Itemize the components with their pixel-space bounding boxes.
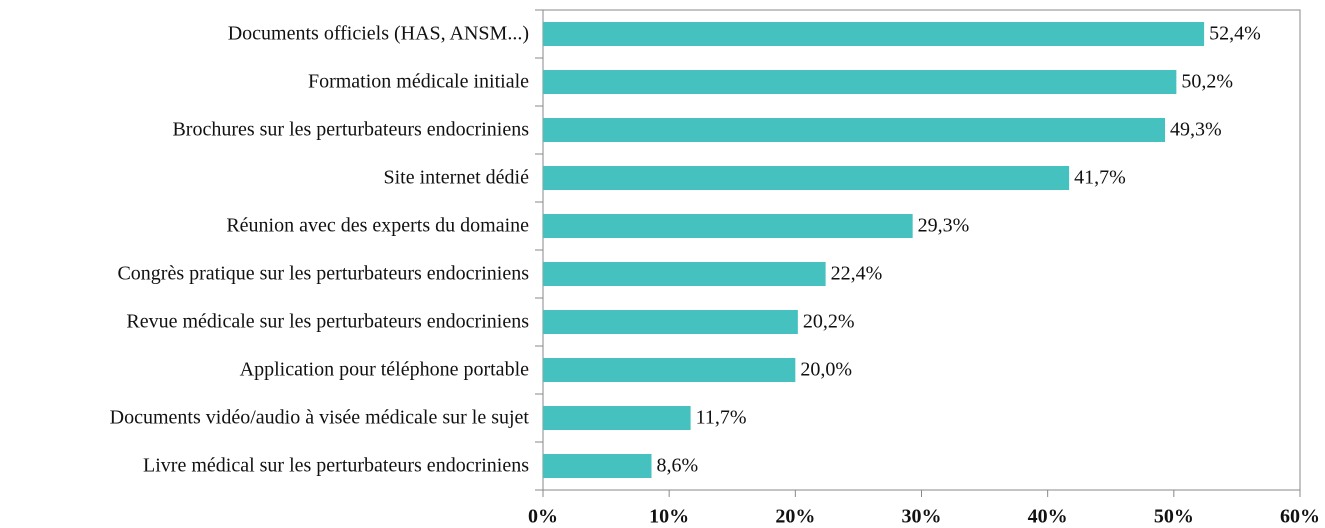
value-label: 49,3%: [1170, 119, 1222, 141]
y-tick-label: Documents officiels (HAS, ANSM...): [228, 23, 529, 45]
y-tick-label: Réunion avec des experts du domaine: [226, 215, 529, 237]
x-tick-label: 50%: [1154, 506, 1194, 528]
y-tick-label: Revue médicale sur les perturbateurs end…: [126, 311, 529, 333]
bar: [543, 262, 826, 286]
value-label: 41,7%: [1074, 167, 1126, 189]
bar: [543, 214, 913, 238]
value-label: 8,6%: [657, 455, 699, 477]
bar: [543, 118, 1166, 142]
value-label: 11,7%: [696, 407, 747, 429]
y-tick-label: Livre médical sur les perturbateurs endo…: [143, 455, 529, 477]
bar: [543, 22, 1205, 46]
y-tick-label: Application pour téléphone portable: [240, 359, 529, 381]
x-tick-label: 60%: [1280, 506, 1320, 528]
x-tick-label: 0%: [528, 506, 558, 528]
bar: [543, 358, 796, 382]
y-tick-label: Site internet dédié: [383, 167, 529, 189]
value-label: 29,3%: [918, 215, 970, 237]
bar: [543, 70, 1177, 94]
value-label: 20,0%: [800, 359, 852, 381]
bar: [543, 166, 1070, 190]
y-tick-label: Congrès pratique sur les perturbateurs e…: [117, 263, 529, 285]
value-label: 52,4%: [1209, 23, 1261, 45]
bar: [543, 454, 652, 478]
y-tick-label: Formation médicale initiale: [308, 71, 529, 93]
x-tick-label: 40%: [1028, 506, 1068, 528]
value-label: 22,4%: [831, 263, 883, 285]
x-tick-label: 20%: [775, 506, 815, 528]
y-tick-label: Documents vidéo/audio à visée médicale s…: [110, 407, 530, 429]
value-label: 50,2%: [1181, 71, 1233, 93]
value-label: 20,2%: [803, 311, 855, 333]
bar: [543, 406, 691, 430]
x-tick-label: 30%: [902, 506, 942, 528]
y-tick-label: Brochures sur les perturbateurs endocrin…: [172, 119, 529, 141]
x-tick-label: 10%: [649, 506, 689, 528]
bar: [543, 310, 798, 334]
